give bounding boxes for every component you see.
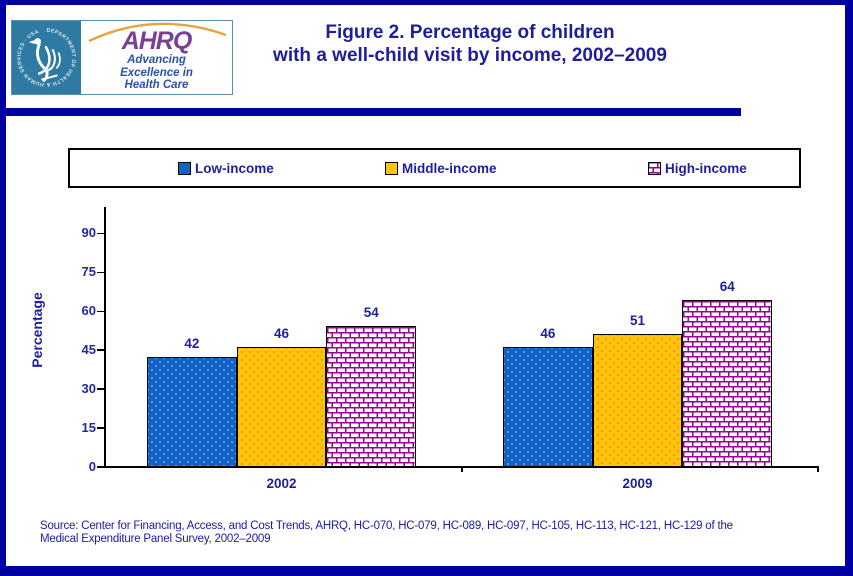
legend-swatch-high-income bbox=[648, 162, 661, 175]
legend-label-high-income: High-income bbox=[665, 161, 747, 176]
legend-swatch-low-income bbox=[178, 162, 191, 175]
y-axis-tick bbox=[97, 232, 104, 235]
legend-item-middle-income: Middle-income bbox=[385, 161, 497, 176]
category-label: 2009 bbox=[622, 476, 653, 491]
category-label: 2002 bbox=[266, 476, 297, 491]
bar-low-income-2002 bbox=[147, 357, 237, 468]
y-axis-tick-label: 90 bbox=[81, 225, 96, 241]
brick-pattern-fill bbox=[327, 327, 416, 467]
bar-value-label: 46 bbox=[540, 325, 556, 341]
y-axis-title: Percentage bbox=[29, 292, 45, 368]
logo-orange-arc-icon bbox=[88, 22, 227, 42]
header-divider-rule bbox=[0, 108, 741, 116]
y-axis-tick bbox=[97, 271, 104, 274]
y-axis-tick bbox=[97, 349, 104, 351]
bar-high-income-2009 bbox=[682, 300, 773, 468]
figure-title-line1: Figure 2. Percentage of children bbox=[325, 22, 615, 43]
bar-low-income-2009 bbox=[503, 346, 593, 468]
legend-label-low-income: Low-income bbox=[195, 161, 274, 176]
figure-title: Figure 2. Percentage of children with a … bbox=[240, 21, 700, 67]
legend-swatch-middle-income bbox=[385, 162, 398, 175]
hhs-seal: DEPARTMENT OF HEALTH & HUMAN SERVICES · … bbox=[12, 21, 81, 94]
brick-pattern-fill bbox=[683, 301, 772, 467]
y-axis-tick bbox=[97, 466, 104, 468]
logo-tagline-line1: Advancing bbox=[127, 54, 186, 66]
bar-value-label: 51 bbox=[630, 312, 646, 328]
y-axis-tick bbox=[97, 427, 104, 429]
frame-left-border bbox=[0, 0, 6, 576]
source-note-line2: Medical Expenditure Panel Survey, 2002–2… bbox=[40, 533, 271, 545]
legend-item-high-income: High-income bbox=[648, 161, 747, 176]
y-axis-tick-label: 30 bbox=[81, 380, 96, 396]
logo-tagline-line3: Health Care bbox=[124, 79, 189, 91]
figure-title-line2: with a well-child visit by income, 2002–… bbox=[273, 45, 667, 66]
y-axis-tick-label: 45 bbox=[81, 341, 96, 357]
ahrq-wordmark: AHRQ Advancing Excellence in Health Care bbox=[81, 21, 232, 94]
frame-bottom-border bbox=[0, 566, 853, 576]
ahrq-acronym: AHRQ bbox=[121, 27, 193, 55]
hhs-eagle-icon: DEPARTMENT OF HEALTH & HUMAN SERVICES · … bbox=[17, 28, 76, 88]
bar-value-label: 54 bbox=[363, 305, 379, 321]
chart-legend: Low-income Middle-income High-income bbox=[68, 148, 801, 188]
bar-middle-income-2002 bbox=[236, 346, 327, 468]
frame-right-border bbox=[845, 0, 853, 576]
y-axis-line bbox=[104, 207, 106, 468]
y-axis-tick-label: 60 bbox=[81, 303, 96, 319]
x-axis-category-tick bbox=[461, 466, 463, 472]
x-axis-category-tick bbox=[817, 466, 819, 472]
y-axis-tick-label: 0 bbox=[88, 458, 96, 474]
source-note-line1: Source: Center for Financing, Access, an… bbox=[40, 520, 733, 532]
y-axis-tick-label: 75 bbox=[81, 264, 96, 280]
y-axis-tick-label: 15 bbox=[81, 419, 96, 435]
y-axis-tick bbox=[97, 388, 104, 390]
source-note: Source: Center for Financing, Access, an… bbox=[40, 520, 830, 546]
x-axis-line bbox=[104, 466, 817, 468]
legend-label-middle-income: Middle-income bbox=[402, 161, 497, 176]
bar-value-label: 46 bbox=[274, 325, 290, 341]
y-axis-tick bbox=[97, 310, 104, 313]
bar-high-income-2002 bbox=[326, 326, 417, 468]
bar-value-label: 64 bbox=[719, 279, 735, 295]
bar-middle-income-2009 bbox=[592, 333, 683, 468]
legend-item-low-income: Low-income bbox=[178, 161, 274, 176]
logo-tagline-line2: Excellence in bbox=[120, 66, 193, 79]
ahrq-logo: DEPARTMENT OF HEALTH & HUMAN SERVICES · … bbox=[11, 20, 233, 95]
frame-top-border bbox=[0, 0, 853, 5]
bar-value-label: 42 bbox=[184, 336, 200, 352]
